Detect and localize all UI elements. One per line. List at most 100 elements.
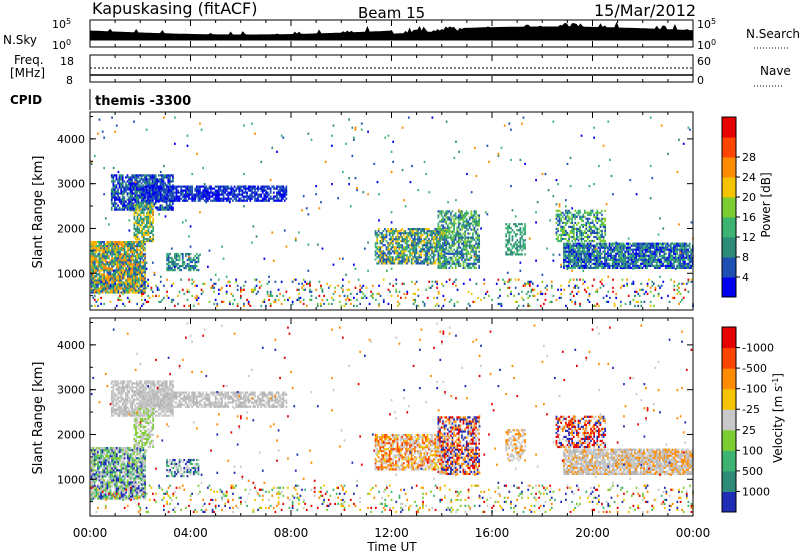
range-cell — [90, 255, 93, 258]
range-cell — [123, 255, 126, 258]
range-cell — [159, 208, 162, 211]
range-cell — [126, 265, 129, 268]
range-cell — [468, 240, 471, 243]
range-cell — [519, 241, 522, 244]
range-cell — [445, 230, 448, 233]
noise-panel: N.Sky N.Search 105 100 105 100 — [3, 17, 800, 53]
range-cell — [191, 199, 194, 202]
range-cell — [476, 258, 479, 261]
range-cell — [688, 250, 691, 253]
range-cell — [576, 215, 578, 218]
range-cell — [607, 252, 609, 255]
range-cell — [95, 281, 98, 284]
range-cell — [166, 278, 168, 281]
range-cell — [92, 277, 95, 280]
range-cell — [224, 197, 227, 200]
range-cell — [109, 277, 112, 280]
range-cell — [519, 227, 522, 230]
range-cell — [398, 246, 401, 249]
range-cell — [111, 245, 113, 248]
range-cell — [439, 244, 441, 247]
range-cell — [100, 261, 102, 264]
range-cell — [674, 252, 677, 255]
range-cell — [255, 193, 258, 196]
range-cell — [571, 266, 573, 270]
range-cell — [238, 199, 241, 202]
range-cell — [677, 262, 680, 265]
range-cell — [175, 185, 178, 188]
range-cell — [104, 279, 107, 282]
range-cell — [276, 294, 278, 298]
range-cell — [662, 262, 664, 265]
range-cell — [574, 250, 576, 253]
range-cell — [222, 189, 225, 192]
range-cell — [276, 191, 278, 194]
range-cell — [406, 240, 408, 243]
range-cell — [167, 206, 170, 209]
range-cell — [255, 187, 258, 190]
range-cell — [625, 266, 628, 270]
range-cell — [263, 187, 266, 190]
range-cell — [148, 195, 151, 198]
range-cell — [120, 241, 123, 244]
range-cell — [128, 176, 130, 179]
range-cell — [150, 239, 153, 243]
range-cell — [118, 186, 121, 189]
range-cell — [586, 266, 589, 270]
range-cell — [376, 246, 379, 249]
range-cell — [169, 206, 171, 209]
range-cell — [181, 189, 184, 192]
range-cell — [627, 264, 630, 268]
range-cell — [137, 245, 140, 248]
range-cell — [593, 215, 596, 218]
range-cell — [285, 185, 288, 188]
range-cell — [596, 254, 598, 257]
range-cell — [571, 231, 574, 235]
range-cell — [462, 264, 465, 268]
range-cell — [189, 191, 192, 194]
range-cell — [685, 264, 688, 268]
noise-left-label: N.Sky — [3, 33, 37, 47]
range-cell — [439, 248, 441, 251]
range-cell — [658, 264, 661, 268]
range-cell — [216, 185, 219, 188]
range-cell — [266, 195, 269, 198]
range-cell — [604, 244, 606, 247]
range-cell — [145, 193, 148, 196]
range-cell — [396, 262, 399, 265]
range-cell — [646, 246, 649, 249]
range-cell — [462, 216, 465, 219]
range-cell — [112, 279, 115, 282]
range-cell — [165, 196, 168, 199]
range-cell — [461, 250, 463, 253]
range-cell — [390, 236, 393, 239]
range-cell — [470, 228, 473, 231]
range-cell — [478, 238, 481, 241]
range-cell — [155, 195, 157, 198]
range-cell — [583, 258, 586, 261]
range-cell — [655, 250, 658, 253]
noise-right-label: N.Search — [746, 27, 800, 41]
range-cell — [316, 302, 319, 306]
range-cell — [439, 264, 441, 268]
range-cell — [690, 264, 693, 268]
range-cell — [510, 231, 512, 234]
range-cell — [576, 233, 578, 237]
range-cell — [137, 243, 140, 246]
range-cell — [456, 262, 459, 265]
range-cell — [578, 260, 581, 263]
range-cell — [115, 184, 118, 187]
range-cell — [599, 229, 602, 233]
range-cell — [472, 250, 474, 253]
range-cell — [511, 237, 514, 240]
range-cell — [177, 197, 179, 200]
range-cell — [456, 254, 459, 257]
range-cell — [257, 185, 259, 188]
range-cell — [134, 273, 137, 276]
range-cell — [426, 254, 429, 257]
range-cell — [123, 200, 126, 203]
range-cell — [577, 258, 580, 261]
range-cell — [196, 260, 198, 264]
range-cell — [641, 266, 644, 270]
range-cell — [451, 250, 454, 253]
